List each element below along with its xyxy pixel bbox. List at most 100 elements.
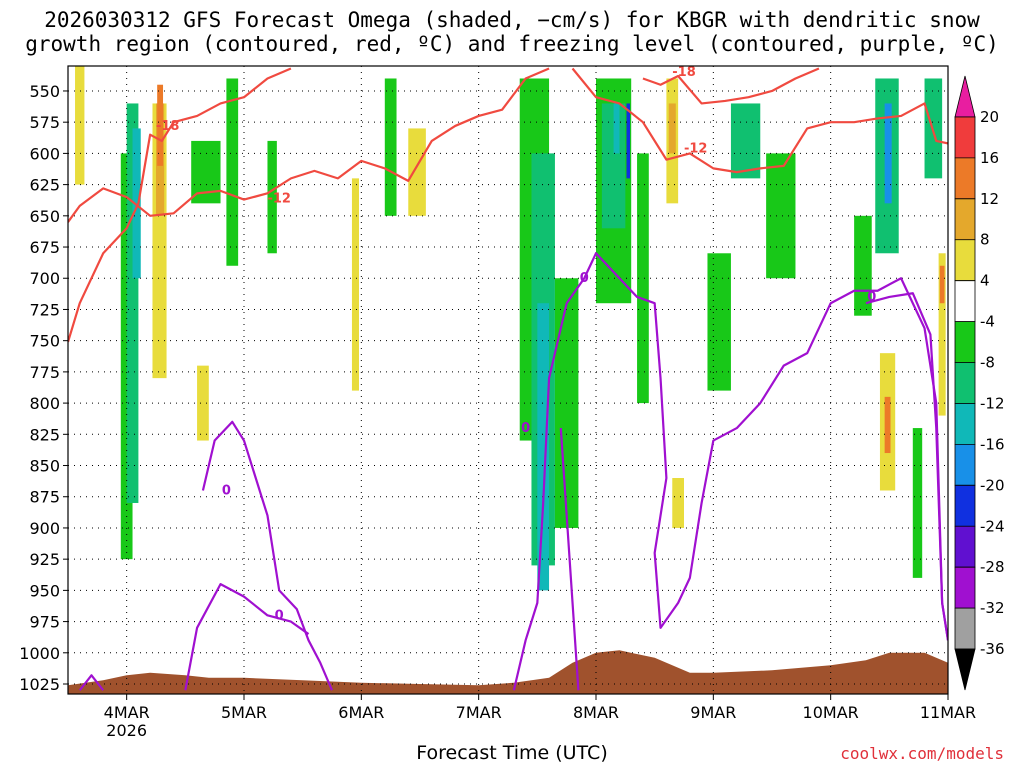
colorbar-band-11	[954, 525, 976, 568]
x-axis-label: Forecast Time (UTC)	[416, 742, 608, 764]
colorbar-band-14	[954, 648, 976, 691]
x-tick-label-7: 7MAR	[456, 703, 502, 722]
omega-shade-20	[613, 103, 620, 154]
y-tick-label-950: 950	[29, 581, 60, 600]
y-tick-label-600: 600	[29, 144, 60, 163]
colorbar-label-13: -36	[980, 640, 1005, 658]
y-tick-label-850: 850	[29, 457, 60, 476]
y-tick-label-875: 875	[29, 488, 60, 507]
colorbar: 20 16 12 8 4 -4 -8 -12 -16 -20 -24 -28 -32 -36	[954, 75, 1005, 691]
y-tick-label-775: 775	[29, 363, 60, 382]
colorbar-band-6	[954, 321, 976, 363]
colorbar-band-1	[954, 116, 976, 159]
colorbar-band-3	[954, 198, 976, 241]
freezing-contour-line-2	[512, 252, 948, 691]
terrain-fill	[68, 650, 948, 694]
freezing-contour-label-2: 0	[521, 421, 530, 436]
freezing-contours: 0 0 0 0 0	[78, 252, 948, 691]
dgz-contours: -12 -18 -18 -12	[68, 65, 948, 343]
omega-shade-11	[351, 178, 359, 391]
omega-shade-28	[766, 153, 796, 279]
dgz-contour-line-3	[571, 67, 948, 174]
omega-shade-3	[132, 128, 141, 279]
colorbar-label-8: -16	[980, 435, 1005, 453]
freezing-contour-line-4	[865, 292, 948, 641]
chart-title: 2026030312 GFS Forecast Omega (shaded, −…	[0, 8, 1024, 56]
x-tick-label-10: 10MAR	[803, 703, 859, 722]
colorbar-label-5: -4	[980, 313, 995, 331]
omega-shade-27	[707, 253, 731, 391]
dgz-contour-label-2: -18	[672, 65, 696, 80]
chart-title-line-2: growth region (contoured, red, ºC) and f…	[25, 32, 999, 56]
freezing-contour-label-0: 0	[222, 483, 231, 498]
colorbar-band-4	[954, 239, 976, 282]
y-tick-label-900: 900	[29, 519, 60, 538]
plot-frame	[67, 65, 949, 695]
omega-shade-2	[126, 103, 139, 503]
omega-shade-21	[626, 103, 631, 179]
colorbar-band-13	[954, 607, 976, 650]
y-tick-label-700: 700	[29, 269, 60, 288]
omega-shade-34	[912, 428, 923, 578]
x-tick-sub-4: 2026	[106, 721, 147, 740]
freezing-contour-label-1: 0	[275, 608, 284, 623]
colorbar-label-10: -24	[980, 517, 1005, 535]
omega-shade-36	[938, 253, 946, 416]
x-tick-label-11: 11MAR	[920, 703, 976, 722]
colorbar-label-9: -20	[980, 476, 1005, 494]
freezing-contour-line-5	[78, 674, 105, 691]
colorbar-band-5	[954, 280, 976, 322]
colorbar-label-6: -8	[980, 354, 995, 372]
colorbar-label-4: 4	[980, 272, 990, 290]
colorbar-band-0	[954, 75, 976, 118]
site-credit: coolwx.com/models	[840, 744, 1004, 763]
colorbar-label-7: -12	[980, 394, 1005, 412]
omega-shade-0	[75, 66, 85, 185]
omega-shade-12	[384, 78, 397, 216]
colorbar-band-9	[954, 444, 976, 486]
dgz-contour-label-0: -12	[267, 191, 291, 206]
dgz-contour-label-1: -18	[156, 119, 180, 134]
x-tick-label-4: 4MAR	[104, 703, 150, 722]
colorbar-label-1: 16	[980, 149, 999, 167]
omega-shade-25	[672, 478, 684, 528]
colorbar-label-3: 8	[980, 231, 990, 249]
colorbar-band-12	[954, 566, 976, 609]
colorbar-label-2: 12	[980, 190, 999, 208]
x-tick-label-8: 8MAR	[573, 703, 619, 722]
y-tick-label-750: 750	[29, 332, 60, 351]
omega-shade-37	[939, 265, 945, 304]
y-tick-label-1025: 1025	[19, 675, 60, 694]
y-tick-label-550: 550	[29, 82, 60, 101]
terrain	[68, 650, 948, 694]
colorbar-band-10	[954, 484, 976, 527]
colorbar-label-12: -32	[980, 599, 1005, 617]
omega-shade-13	[408, 128, 426, 216]
omega-shade-24	[668, 103, 676, 154]
omega-shade-8	[226, 78, 239, 266]
y-tick-label-975: 975	[29, 613, 60, 632]
omega-shade-6	[157, 84, 164, 166]
y-tick-label-625: 625	[29, 176, 60, 195]
omega-shade-10	[267, 140, 277, 254]
freezing-contour-line-1	[184, 583, 310, 691]
y-tick-label-1000: 1000	[19, 644, 60, 663]
omega-shade-31	[884, 103, 892, 204]
freezing-contour-label-4: 0	[867, 290, 876, 305]
colorbar-band-8	[954, 403, 976, 445]
colorbar-label-0: 20	[980, 108, 999, 126]
dgz-contour-line-1	[68, 67, 292, 343]
colorbar-band-7	[954, 362, 976, 404]
y-axis: 550 575 600 625 650 675 700 725 750 775 800 825 850 8…	[19, 82, 68, 694]
y-tick-label-725: 725	[29, 300, 60, 319]
omega-shade-9	[197, 365, 209, 441]
freezing-contour-label-3: 0	[580, 271, 589, 286]
omega-shade-19	[601, 103, 626, 229]
dgz-contour-label-3: -12	[684, 141, 708, 156]
x-tick-label-9: 9MAR	[690, 703, 736, 722]
y-tick-label-925: 925	[29, 550, 60, 569]
chart-title-line-1: 2026030312 GFS Forecast Omega (shaded, −…	[44, 8, 980, 32]
dgz-contour-line-0	[68, 67, 550, 223]
